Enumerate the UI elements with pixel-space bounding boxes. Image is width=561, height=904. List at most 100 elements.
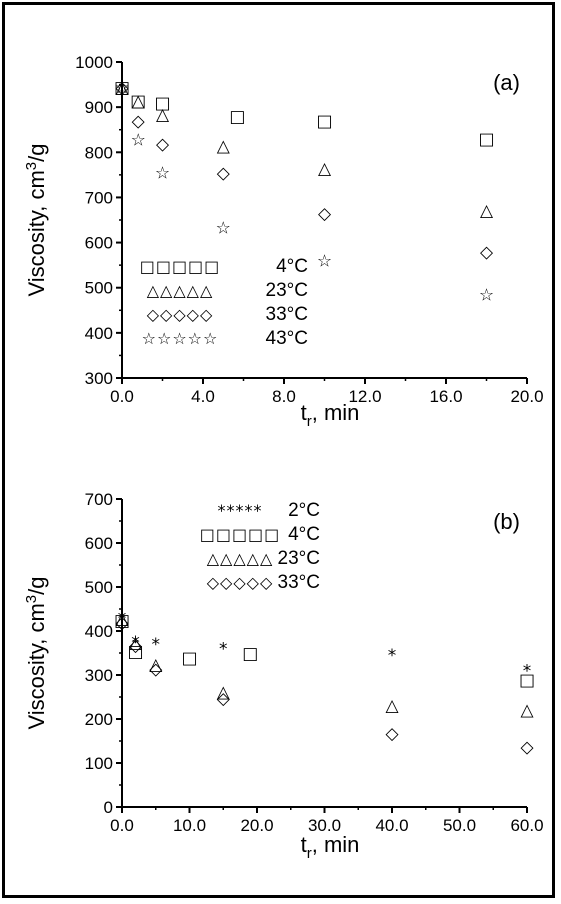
data-point: ◇: [217, 689, 231, 709]
data-point: *: [118, 609, 127, 629]
legend-label: 4°C: [276, 256, 308, 277]
data-point: □: [127, 642, 143, 662]
y-tick-label: 200: [85, 710, 113, 729]
data-point: *: [152, 635, 161, 655]
legend-marker: ◇◇◇◇◇: [207, 573, 274, 592]
x-tick-label: 4.0: [191, 387, 215, 406]
data-point: ☆: [155, 164, 170, 184]
legend-label: 23°C: [278, 548, 320, 569]
data-point: □: [181, 648, 197, 668]
y-tick-label: 900: [85, 98, 113, 117]
data-point: ☆: [216, 219, 231, 239]
data-point: ◇: [132, 112, 146, 132]
x-tick-label: 12.0: [348, 387, 381, 406]
legend-marker: △△△△△: [207, 549, 274, 568]
data-point: ☆: [479, 285, 494, 305]
x-axis-label: tr, min: [301, 400, 360, 430]
legend-label: 2°C: [288, 500, 320, 521]
data-point: □: [316, 112, 332, 132]
data-point: *: [388, 646, 397, 666]
y-tick-label: 600: [85, 534, 113, 553]
data-point: ☆: [317, 252, 332, 272]
data-point: △: [129, 633, 143, 653]
x-tick-label: 16.0: [429, 387, 462, 406]
legend-marker: △△△△△: [147, 281, 214, 300]
legend-label: 43°C: [266, 328, 308, 349]
data-point: ☆: [114, 78, 129, 98]
x-tick-label: 8.0: [272, 387, 296, 406]
data-point: □: [114, 78, 130, 98]
data-point: □: [478, 130, 494, 150]
y-tick-label: 0: [104, 798, 113, 817]
x-tick-label: 10.0: [173, 816, 206, 835]
data-point: ◇: [217, 164, 231, 184]
panel-label: (a): [493, 70, 520, 95]
data-point: ◇: [115, 78, 129, 98]
legend-marker: □□□□□: [200, 525, 281, 544]
legend-label: 33°C: [266, 304, 308, 325]
legend-marker: *****: [218, 501, 263, 520]
x-tick-label: 0.0: [110, 816, 134, 835]
y-axis-label: Viscosity, cm3/g: [23, 143, 49, 296]
data-point: *: [219, 640, 228, 660]
y-tick-label: 100: [85, 754, 113, 773]
y-tick-label: 1000: [75, 53, 113, 72]
figure-border: [2, 2, 555, 898]
data-point: △: [149, 655, 163, 675]
data-point: △: [156, 105, 170, 125]
data-point: ◇: [480, 243, 494, 263]
y-tick-label: 300: [85, 369, 113, 388]
y-tick-label: 700: [85, 188, 113, 207]
data-point: ◇: [156, 134, 170, 154]
data-point: △: [132, 91, 146, 111]
legend-label: 23°C: [266, 280, 308, 301]
y-tick-label: 400: [85, 622, 113, 641]
data-point: □: [114, 611, 130, 631]
data-point: ◇: [129, 636, 143, 656]
data-point: △: [318, 159, 332, 179]
x-tick-label: 0.0: [110, 387, 134, 406]
x-tick-label: 20.0: [510, 387, 543, 406]
data-point: ◇: [115, 613, 129, 633]
y-tick-label: 800: [85, 143, 113, 162]
data-point: *: [131, 633, 140, 653]
chart-a: 300 400 500 600 700 800 900 1000 0.0 4.0 8.0 12.0 16…: [23, 53, 544, 430]
data-point: □: [519, 670, 535, 690]
legend-label: 4°C: [288, 524, 320, 545]
data-point: △: [480, 201, 494, 221]
y-tick-label: 300: [85, 666, 113, 685]
x-tick-label: 40.0: [375, 816, 408, 835]
y-tick-label: 700: [85, 490, 113, 509]
data-point: □: [130, 91, 146, 111]
data-point: ◇: [149, 659, 163, 679]
data-point: △: [385, 696, 399, 716]
legend-label: 33°C: [278, 572, 320, 593]
chart-b: 0 100 200 300 400 500 600 700 0.0 10.0 20.0 30.0 40.…: [23, 490, 544, 862]
data-point: □: [229, 107, 245, 127]
x-tick-label: 30.0: [308, 816, 341, 835]
y-tick-label: 500: [85, 279, 113, 298]
data-point: ◇: [385, 724, 399, 744]
y-tick-label: 600: [85, 234, 113, 253]
legend-marker: ☆☆☆☆☆: [142, 329, 219, 348]
x-tick-label: 60.0: [510, 816, 543, 835]
data-point: △: [115, 609, 129, 629]
data-point: ☆: [131, 131, 146, 151]
data-point: □: [242, 644, 258, 664]
data-point: □: [154, 94, 170, 114]
legend-marker: ◇◇◇◇◇: [147, 305, 214, 324]
data-point: *: [523, 662, 532, 682]
panel-label: (b): [493, 509, 520, 534]
legend-marker: □□□□□: [140, 257, 221, 276]
data-point: ◇: [318, 204, 332, 224]
x-tick-label: 20.0: [240, 816, 273, 835]
data-point: △: [520, 700, 534, 720]
y-tick-label: 500: [85, 578, 113, 597]
y-tick-label: 400: [85, 324, 113, 343]
data-point: ◇: [520, 738, 534, 758]
y-axis-label: Viscosity, cm3/g: [23, 576, 49, 729]
x-axis-label: tr, min: [301, 832, 360, 862]
data-point: △: [115, 78, 129, 98]
data-point: △: [217, 137, 231, 157]
